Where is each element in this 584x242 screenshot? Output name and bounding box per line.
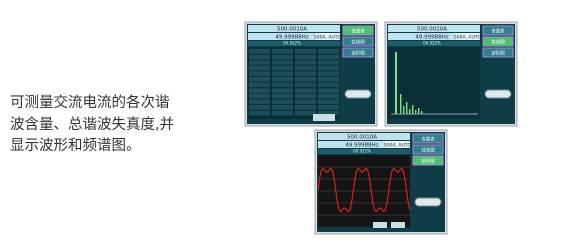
- table-cell: [272, 105, 293, 110]
- table-cell: [249, 83, 270, 88]
- table-cell: [295, 60, 316, 65]
- table-cell: [272, 77, 293, 82]
- current-value: 500.0010A: [277, 26, 307, 32]
- harmonic-bar: [415, 110, 416, 114]
- table-cell: [272, 71, 293, 76]
- page-button: [373, 222, 387, 228]
- table-cell: [295, 94, 316, 99]
- harmonic-bar: [418, 108, 419, 114]
- table-cell: [295, 55, 316, 60]
- table-cell: [295, 71, 316, 76]
- thd-value: 00.922%: [283, 41, 301, 46]
- plot-area: [388, 47, 480, 119]
- table-cell: [295, 77, 316, 82]
- mode-button-label: 波形图: [421, 158, 435, 165]
- frequency-value: 49.99988Hz: [415, 34, 448, 40]
- table-cell: [249, 105, 270, 110]
- table-cell: [249, 88, 270, 93]
- page-button: [313, 114, 335, 121]
- device-screen: 500.0010A 49.99988Hz 500A, AUTO 00.922% 含量表柱…: [315, 130, 447, 234]
- table-cell: [249, 94, 270, 99]
- table-cell: [272, 88, 293, 93]
- table-cell: [272, 66, 293, 71]
- thd-value: 00.922%: [353, 149, 371, 154]
- harmonic-bar: [403, 106, 404, 114]
- page: 可测量交流电流的各次谐 波含量、总谐波失真度,并 显示波形和频谱图。 500.0…: [0, 0, 584, 242]
- table-cell: [272, 111, 293, 116]
- table-cell: [249, 77, 270, 82]
- plot-area: [318, 155, 410, 228]
- table-cell: [295, 99, 316, 104]
- table-cell: [295, 49, 316, 54]
- table-cell: [295, 83, 316, 88]
- table-cell: [318, 66, 339, 71]
- table-cell: [318, 71, 339, 76]
- table-cell: [318, 94, 339, 99]
- screenshots: 500.0010A49.99988Hz500A, AUTO00.922%含量表柱…: [0, 0, 584, 242]
- back-button: [485, 90, 511, 98]
- table-cell: [318, 60, 339, 65]
- mode-button-label: 含量表: [351, 28, 365, 35]
- mode-button-label: 波形图: [491, 50, 505, 57]
- table-cell: [295, 105, 316, 110]
- table-cell: [249, 55, 270, 60]
- current-value: 500.0010A: [417, 26, 447, 32]
- range-value: 500A, AUTO: [384, 142, 412, 148]
- mode-button-label: 含量表: [491, 28, 505, 35]
- harmonic-bar: [406, 102, 407, 114]
- current-value: 500.0010A: [347, 134, 377, 140]
- table-cell: [295, 88, 316, 93]
- mode-button-label: 柱状图: [421, 147, 435, 154]
- table-cell: [318, 49, 339, 54]
- table-cell: [318, 105, 339, 110]
- table-cell: [318, 83, 339, 88]
- table-cell: [318, 77, 339, 82]
- table-cell: [249, 60, 270, 65]
- table-cell: [249, 49, 270, 54]
- table-cell: [249, 71, 270, 76]
- device-screen: 500.0010A 49.99988Hz 500A, AUTO 00.922% 含量表柱…: [385, 22, 517, 126]
- mode-button-label: 波形图: [351, 50, 365, 57]
- mode-button-label: 含量表: [421, 136, 435, 143]
- table-cell: [249, 111, 270, 116]
- thd-value: 00.922%: [423, 41, 441, 46]
- device-screen: 500.0010A 49.99988Hz 500A, AUTO 00.922% 含量表柱…: [245, 22, 377, 126]
- range-value: 500A, AUTO: [314, 34, 342, 40]
- table-cell: [295, 66, 316, 71]
- table-cell: [295, 111, 316, 116]
- table-cell: [249, 66, 270, 71]
- page-button: [391, 222, 405, 228]
- mode-button-label: 柱状图: [351, 39, 365, 46]
- back-button: [345, 90, 371, 98]
- harmonic-bar: [400, 94, 401, 114]
- table-cell: [272, 94, 293, 99]
- mode-button-label: 柱状图: [491, 39, 505, 46]
- table-cell: [249, 99, 270, 104]
- table-cell: [318, 88, 339, 93]
- fund-bar: [395, 52, 397, 114]
- table-cell: [318, 55, 339, 60]
- frequency-value: 49.99988Hz: [275, 34, 308, 40]
- table-cell: [272, 83, 293, 88]
- table-cell: [318, 99, 339, 104]
- back-button: [415, 198, 441, 206]
- frequency-value: 49.99988Hz: [345, 142, 378, 148]
- harmonic-bar: [412, 105, 413, 114]
- table-cell: [272, 55, 293, 60]
- harmonic-bar: [409, 109, 410, 114]
- table-cell: [272, 60, 293, 65]
- table-cell: [272, 99, 293, 104]
- range-value: 500A, AUTO: [454, 34, 482, 40]
- table-cell: [272, 49, 293, 54]
- plot-area: [248, 47, 340, 121]
- plot-bg: [388, 47, 480, 119]
